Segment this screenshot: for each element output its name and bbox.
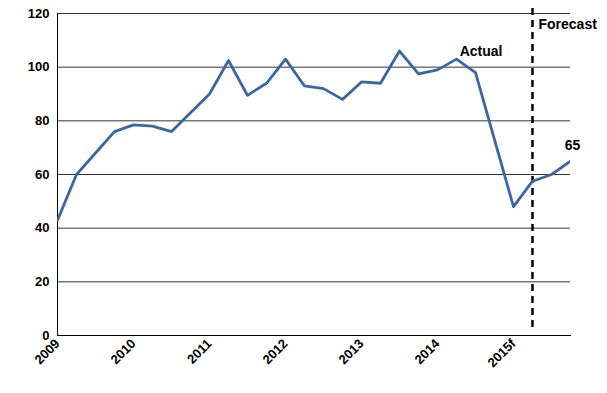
svg-text:2013: 2013 [336, 336, 367, 367]
svg-text:80: 80 [35, 113, 49, 128]
svg-text:2015f: 2015f [484, 335, 519, 370]
svg-text:2009: 2009 [32, 336, 63, 367]
svg-text:65: 65 [565, 137, 581, 153]
svg-text:2010: 2010 [108, 336, 139, 367]
svg-text:Forecast: Forecast [539, 16, 598, 32]
svg-text:Actual: Actual [460, 43, 503, 59]
svg-text:0: 0 [42, 327, 50, 343]
svg-text:2012: 2012 [260, 336, 291, 367]
svg-text:120: 120 [28, 6, 50, 21]
svg-text:2014: 2014 [412, 335, 444, 367]
svg-text:40: 40 [35, 220, 49, 235]
svg-text:2011: 2011 [184, 336, 215, 367]
svg-text:60: 60 [35, 167, 49, 182]
svg-text:20: 20 [35, 274, 49, 289]
svg-text:100: 100 [28, 59, 50, 74]
